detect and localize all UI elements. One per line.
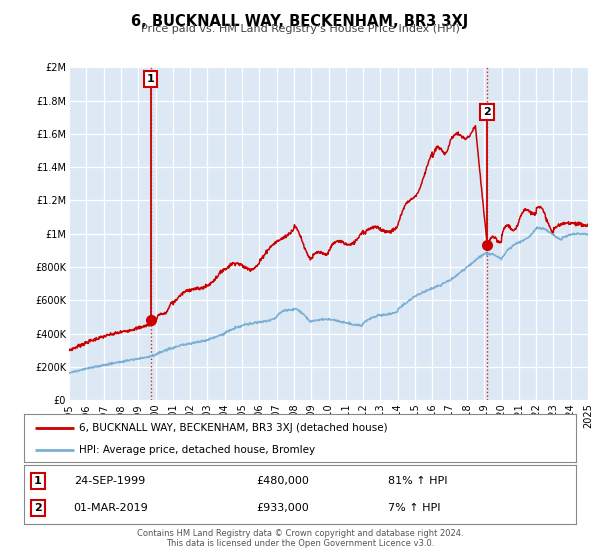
Text: 1: 1 xyxy=(147,74,155,84)
Text: £480,000: £480,000 xyxy=(256,475,309,486)
Text: 6, BUCKNALL WAY, BECKENHAM, BR3 3XJ (detached house): 6, BUCKNALL WAY, BECKENHAM, BR3 3XJ (det… xyxy=(79,423,388,433)
Text: 7% ↑ HPI: 7% ↑ HPI xyxy=(388,503,441,513)
Text: 81% ↑ HPI: 81% ↑ HPI xyxy=(388,475,448,486)
Text: 01-MAR-2019: 01-MAR-2019 xyxy=(74,503,148,513)
Text: 1: 1 xyxy=(34,475,41,486)
Text: This data is licensed under the Open Government Licence v3.0.: This data is licensed under the Open Gov… xyxy=(166,539,434,548)
Text: 24-SEP-1999: 24-SEP-1999 xyxy=(74,475,145,486)
Text: 2: 2 xyxy=(483,107,491,117)
Text: 6, BUCKNALL WAY, BECKENHAM, BR3 3XJ: 6, BUCKNALL WAY, BECKENHAM, BR3 3XJ xyxy=(131,14,469,29)
Text: £933,000: £933,000 xyxy=(256,503,308,513)
Text: Price paid vs. HM Land Registry's House Price Index (HPI): Price paid vs. HM Land Registry's House … xyxy=(140,24,460,34)
Text: HPI: Average price, detached house, Bromley: HPI: Average price, detached house, Brom… xyxy=(79,445,316,455)
Text: 2: 2 xyxy=(34,503,41,513)
Text: Contains HM Land Registry data © Crown copyright and database right 2024.: Contains HM Land Registry data © Crown c… xyxy=(137,529,463,538)
